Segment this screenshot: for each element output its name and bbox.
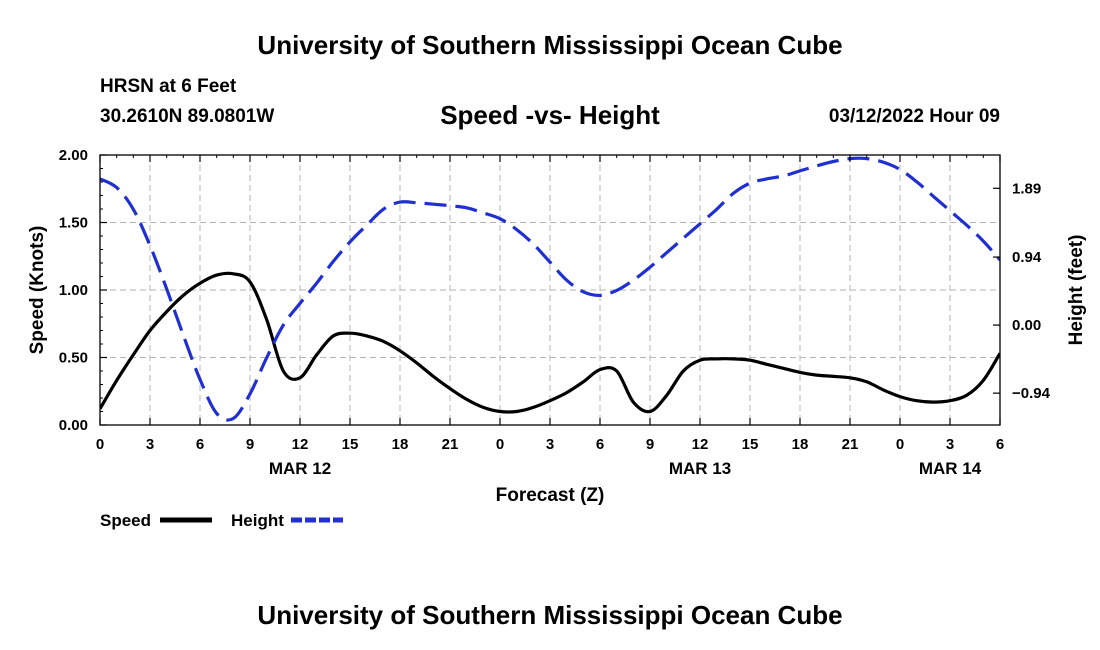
x-tick-label: 21 [442,436,459,453]
axes: 0 3 6 9 12 15 18 21 0 3 6 9 12 15 18 21 0 3 6 0.00 0.50 1.00 1… [27,147,1087,506]
x-tick-label: 12 [292,436,309,453]
y2-axis-title: Height (feet) [1066,235,1087,346]
y-tick-label: 1.50 [59,215,88,232]
x-tick-label: 6 [996,436,1004,453]
grid [100,155,1000,425]
y2-tick-label: 0.94 [1012,249,1042,266]
x-tick-label: 0 [896,436,904,453]
y-axis-title: Speed (Knots) [27,226,48,355]
x-tick-label: 21 [842,436,859,453]
date-label: MAR 12 [269,459,331,478]
x-tick-label: 15 [342,436,359,453]
x-tick-label: 0 [96,436,104,453]
station-label: HRSN at 6 Feet [100,76,237,97]
datetime-label: 03/12/2022 Hour 09 [828,106,1000,127]
x-tick-label: 3 [946,436,954,453]
y2-tick-label: 0.00 [1012,317,1041,334]
x-tick-label: 15 [742,436,759,453]
x-axis-title: Forecast (Z) [496,485,605,506]
speed-height-chart: 0 3 6 9 12 15 18 21 0 3 6 9 12 15 18 21 0 3 6 0.00 0.50 1.00 1… [27,147,1087,530]
date-label: MAR 14 [919,459,982,478]
x-tick-label: 18 [792,436,809,453]
chart-title: Speed -vs- Height [440,100,660,130]
footer-title: University of Southern Mississippi Ocean… [257,600,843,630]
y-tick-label: 1.00 [59,282,88,299]
x-tick-label: 3 [146,436,154,453]
y-tick-label: 0.50 [59,350,88,367]
x-tick-label: 6 [596,436,604,453]
y-tick-label: 2.00 [59,147,88,164]
y-tick-label: 0.00 [59,417,88,434]
y2-tick-label: 1.89 [1012,180,1041,197]
legend-label-speed: Speed [100,511,151,530]
x-tick-label: 18 [392,436,409,453]
x-tick-label: 9 [646,436,654,453]
legend: Speed Height [100,511,343,530]
x-tick-label: 12 [692,436,709,453]
coordinates-label: 30.2610N 89.0801W [100,106,275,127]
y2-tick-label: −0.94 [1012,385,1051,402]
x-tick-label: 3 [546,436,554,453]
legend-label-height: Height [231,511,284,530]
x-tick-label: 0 [496,436,504,453]
x-tick-label: 9 [246,436,254,453]
page-title: University of Southern Mississippi Ocean… [257,30,843,60]
series-line-speed [100,271,1000,414]
x-tick-label: 6 [196,436,204,453]
date-label: MAR 13 [669,459,731,478]
